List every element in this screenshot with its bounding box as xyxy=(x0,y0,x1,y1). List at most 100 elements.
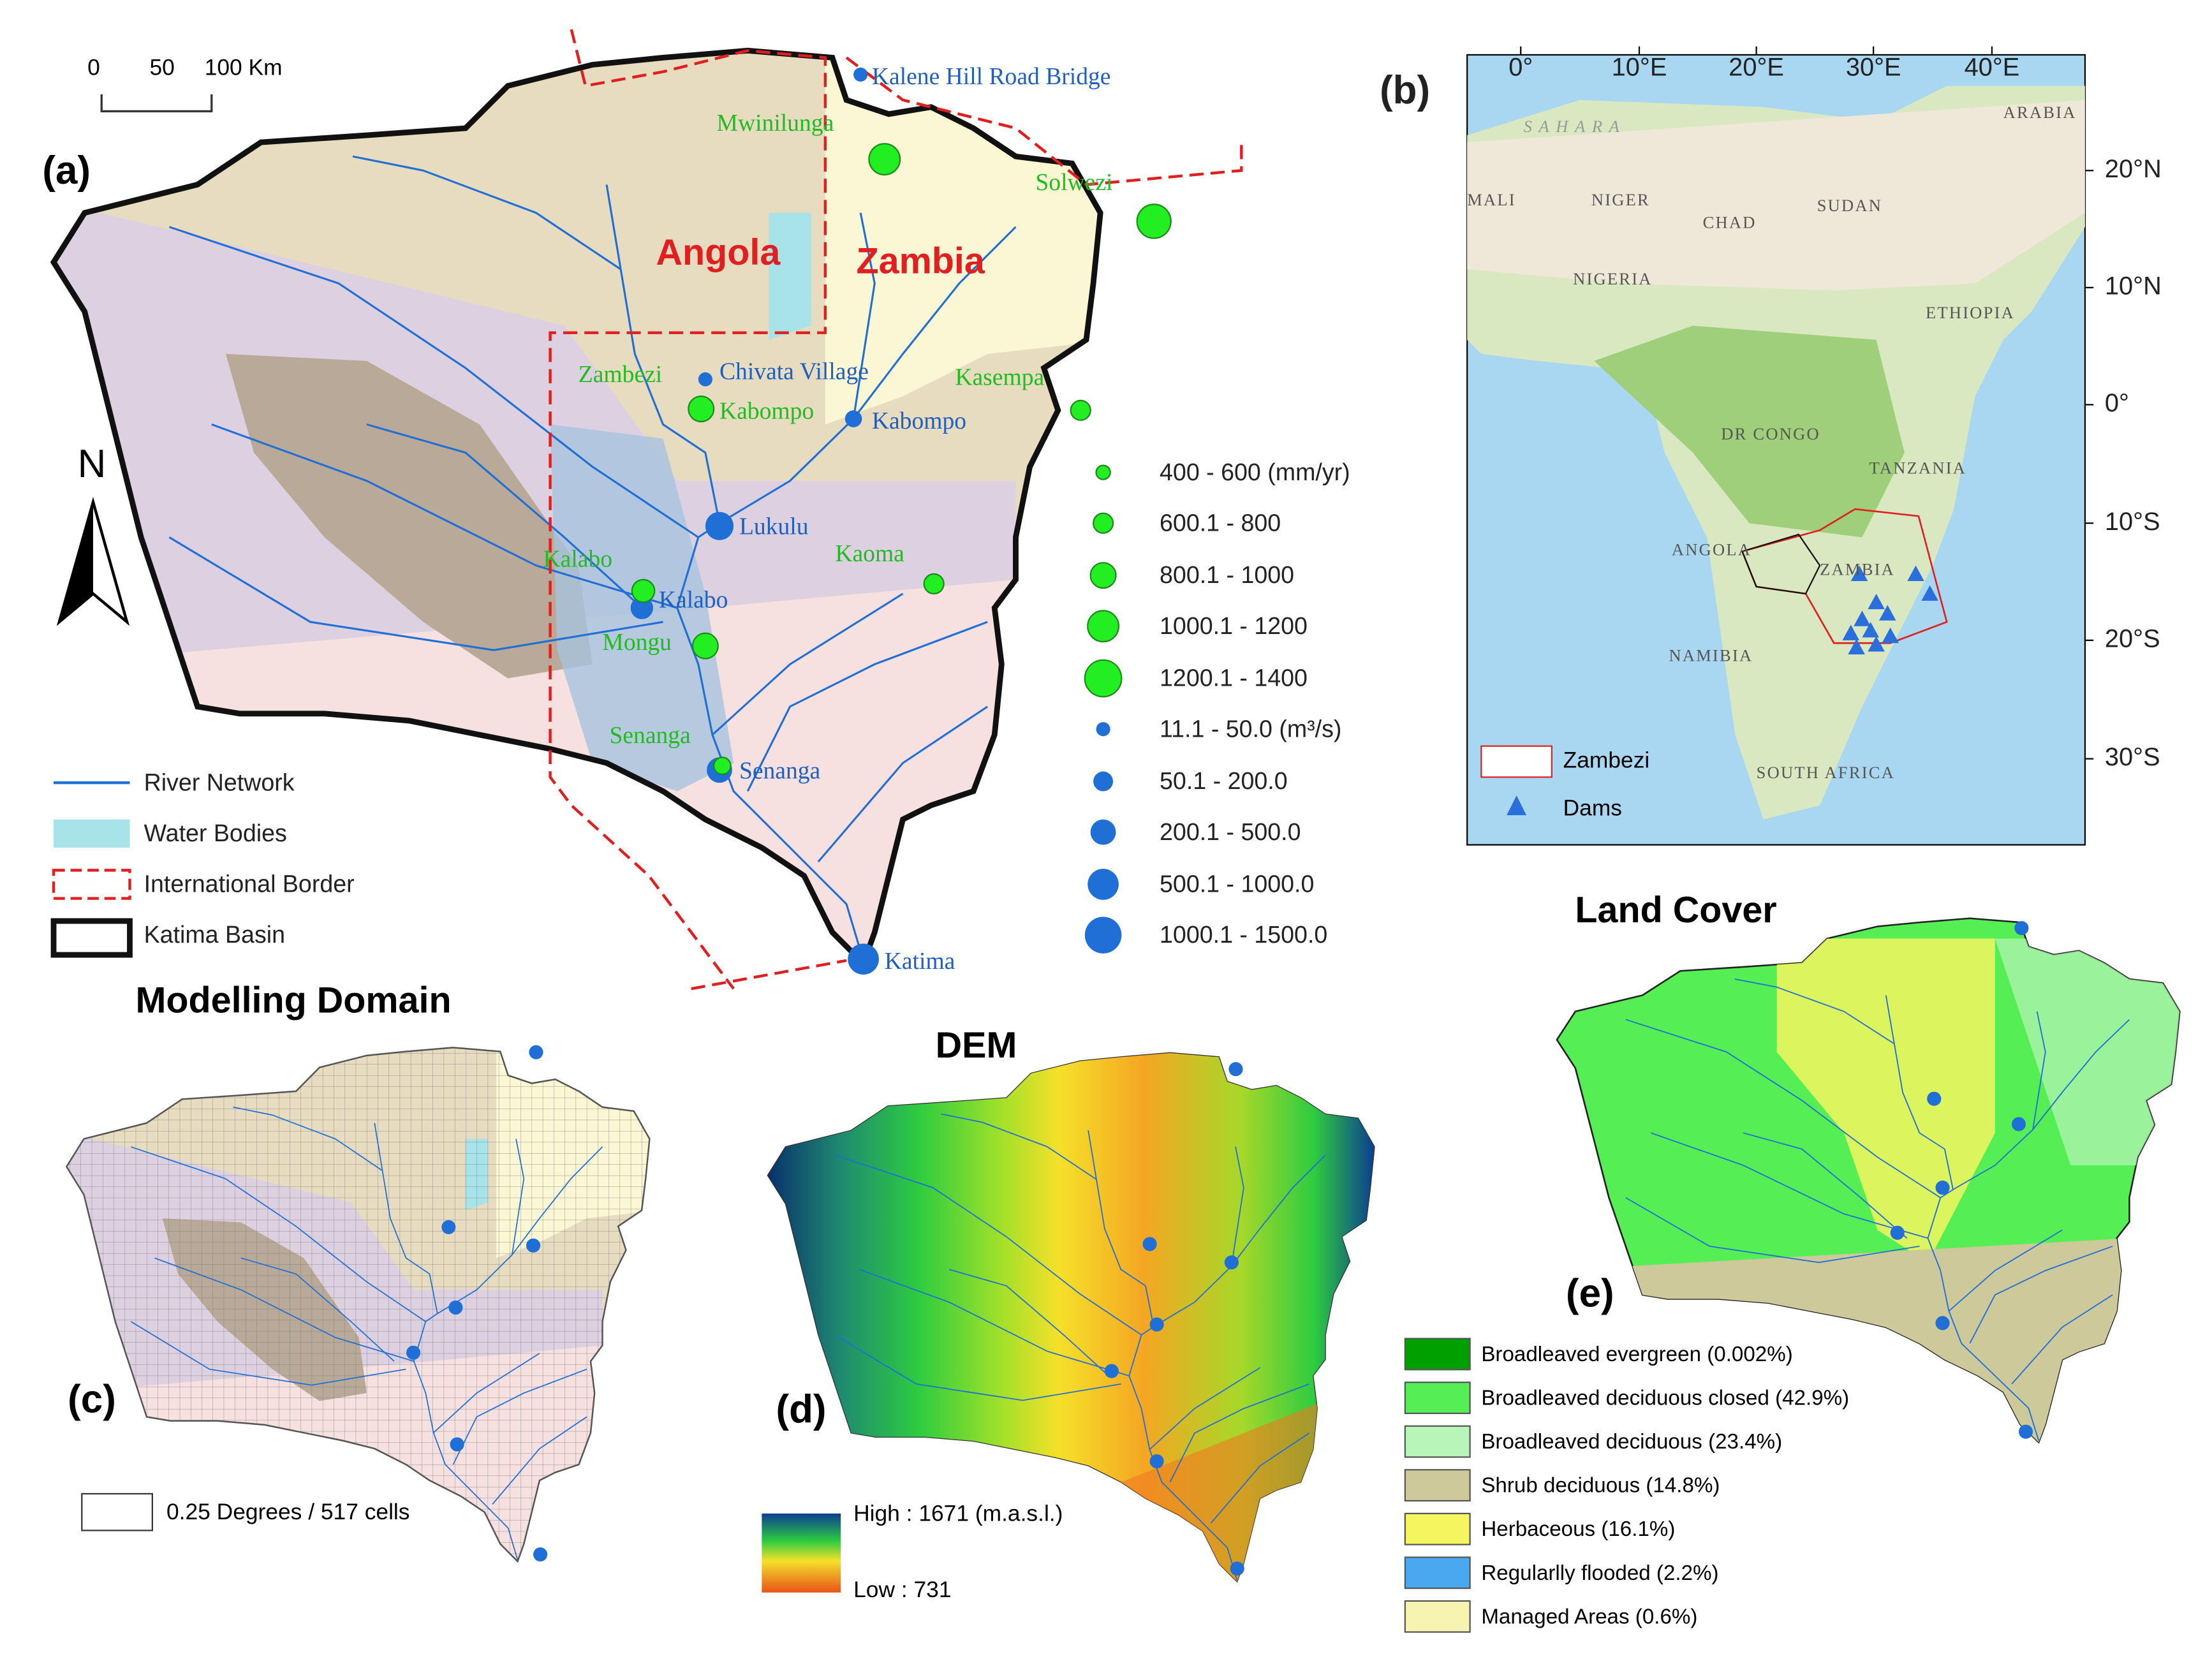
place-label: CHAD xyxy=(1703,212,1757,232)
panel-c: Modelling Domain (c) 0.25 Degrees / 517 … xyxy=(66,980,651,1563)
land-cover-legend: Broadleaved evergreen (0.002%) Broadleave… xyxy=(1404,1338,1849,1633)
legend-swatch xyxy=(1404,1338,1471,1371)
station-label: Chivata Village xyxy=(719,358,869,385)
legend-swatch xyxy=(1404,1382,1471,1414)
legend-label: Broadleaved deciduous closed (42.9%) xyxy=(1481,1387,1849,1410)
legend-label: 800.1 - 1000 xyxy=(1160,561,1294,588)
place-label: ETHIOPIA xyxy=(1926,303,2015,322)
gauge-label: Mwinilunga xyxy=(717,110,834,136)
gauge-label: Kabompo xyxy=(719,398,814,424)
panel-a: 0 50 100 Km (a) N Angola Zambia Kalene H… xyxy=(42,29,1350,991)
legend-label: 11.1 - 50.0 (m³/s) xyxy=(1160,715,1341,742)
legend-swatch xyxy=(50,918,133,958)
place-label: ANGOLA xyxy=(1672,540,1751,559)
lat-tick-label: 0° xyxy=(2105,389,2129,417)
panel-title: Land Cover xyxy=(1575,890,1776,931)
dams xyxy=(1842,565,1938,654)
place-label: NAMIBIA xyxy=(1669,645,1753,665)
panel-e: Land Cover (e) Broadleaved evergreen (0.… xyxy=(1404,890,2181,1633)
lat-tick-label: 10°S xyxy=(2105,508,2160,536)
lon-tick-label: 20°E xyxy=(1729,54,1784,82)
legend-label: 0.25 Degrees / 517 cells xyxy=(166,1500,410,1524)
forest xyxy=(1594,325,1905,538)
legend-label: 1200.1 - 1400 xyxy=(1160,665,1308,691)
legend-label: Broadleaved deciduous (23.4%) xyxy=(1481,1430,1782,1454)
place-label: TANZANIA xyxy=(1869,458,1967,477)
legend-label: Regularlly flooded (2.2%) xyxy=(1481,1561,1718,1585)
flow-station xyxy=(705,512,734,540)
panel-title: DEM xyxy=(936,1025,1017,1066)
legend-swatch xyxy=(1507,795,1527,816)
legend-swatch xyxy=(1404,1556,1471,1589)
place-label: ZAMBIA xyxy=(1820,560,1895,579)
country-label: Zambia xyxy=(857,240,985,281)
legend-swatch xyxy=(54,819,130,848)
legend-label: 600.1 - 800 xyxy=(1160,509,1281,536)
panel-title: Modelling Domain xyxy=(135,980,451,1021)
desert xyxy=(1467,100,2085,291)
dem-colorbar xyxy=(762,1513,841,1593)
panel-label: (e) xyxy=(1566,1272,1614,1316)
scale-text: 50 xyxy=(149,55,174,80)
legend-swatch xyxy=(1404,1425,1471,1458)
gauge-label: Senanga xyxy=(609,723,691,749)
legend-label: Herbaceous (16.1%) xyxy=(1481,1517,1675,1541)
lat-tick-label: 20°S xyxy=(2105,624,2160,653)
legend-swatch xyxy=(1480,745,1553,778)
scale-bar xyxy=(100,94,213,113)
country-label: Angola xyxy=(656,232,781,273)
legend-label: 400 - 600 (mm/yr) xyxy=(1160,459,1350,485)
legend-label: Water Bodies xyxy=(144,820,287,846)
legend-label: Katima Basin xyxy=(144,921,285,948)
flow-station xyxy=(698,372,712,387)
dem-high: High : 1671 (m.a.s.l.) xyxy=(853,1501,1063,1526)
rain-gauge xyxy=(868,143,901,176)
panel-label: (d) xyxy=(776,1387,826,1431)
north-arrow xyxy=(59,502,93,623)
station-label: Katima xyxy=(885,948,955,975)
scale-text: 0 xyxy=(87,55,100,80)
legend-swatch xyxy=(1404,1469,1471,1502)
station-label: Senanga xyxy=(739,758,821,784)
legend-symbol xyxy=(1089,562,1117,589)
place-label: MALI xyxy=(1467,190,1516,209)
legend-label: Managed Areas (0.6%) xyxy=(1481,1605,1697,1628)
place-label: NIGERIA xyxy=(1573,269,1653,288)
legend-swatch xyxy=(81,1493,153,1531)
place-label: ARABIA xyxy=(2003,103,2077,122)
station-label: Kalabo xyxy=(659,587,728,614)
place-label: SUDAN xyxy=(1817,196,1882,215)
station-label: Kalene Hill Road Bridge xyxy=(872,64,1111,90)
scale-text: 100 Km xyxy=(205,55,283,80)
legend-swatch xyxy=(1404,1512,1471,1545)
rain-gauge xyxy=(713,756,732,776)
flow-station xyxy=(844,410,862,427)
legend-symbol xyxy=(1096,722,1110,737)
lat-tick-label: 20°N xyxy=(2105,155,2162,183)
panel-label: (b) xyxy=(1380,68,1430,112)
dem-low: Low : 731 xyxy=(853,1577,951,1602)
gauge-label: Kasempa xyxy=(955,364,1044,390)
station-label: Kabompo xyxy=(872,408,966,434)
legend-symbol xyxy=(1088,869,1119,900)
katima-outline xyxy=(1741,533,1821,595)
flow-station xyxy=(848,943,879,975)
legend-label: Shrub deciduous (14.8%) xyxy=(1481,1474,1720,1498)
legend-label: River Network xyxy=(144,769,295,795)
rain-gauge xyxy=(1136,203,1172,239)
zones xyxy=(54,50,1101,964)
legend-label: Broadleaved evergreen (0.002%) xyxy=(1481,1343,1792,1366)
gauge-label: Kaoma xyxy=(835,541,904,567)
rain-gauge xyxy=(688,395,715,423)
place-label: S A H A R A xyxy=(1524,117,1621,136)
legend-symbol xyxy=(1084,917,1122,954)
lat-tick-label: 30°S xyxy=(2105,743,2160,771)
place-label: NIGER xyxy=(1591,190,1650,209)
legend-symbol xyxy=(1093,771,1114,792)
panel-d: DEM (d) High : 1671 (m.a.s.l.) Low : 731 xyxy=(762,1025,1375,1602)
legend-symbol xyxy=(1090,819,1116,845)
panel-b: S A H A R A ARABIA MALI NIGER CHAD SUDAN… xyxy=(1380,46,2162,846)
legend-label: 50.1 - 200.0 xyxy=(1160,767,1288,794)
